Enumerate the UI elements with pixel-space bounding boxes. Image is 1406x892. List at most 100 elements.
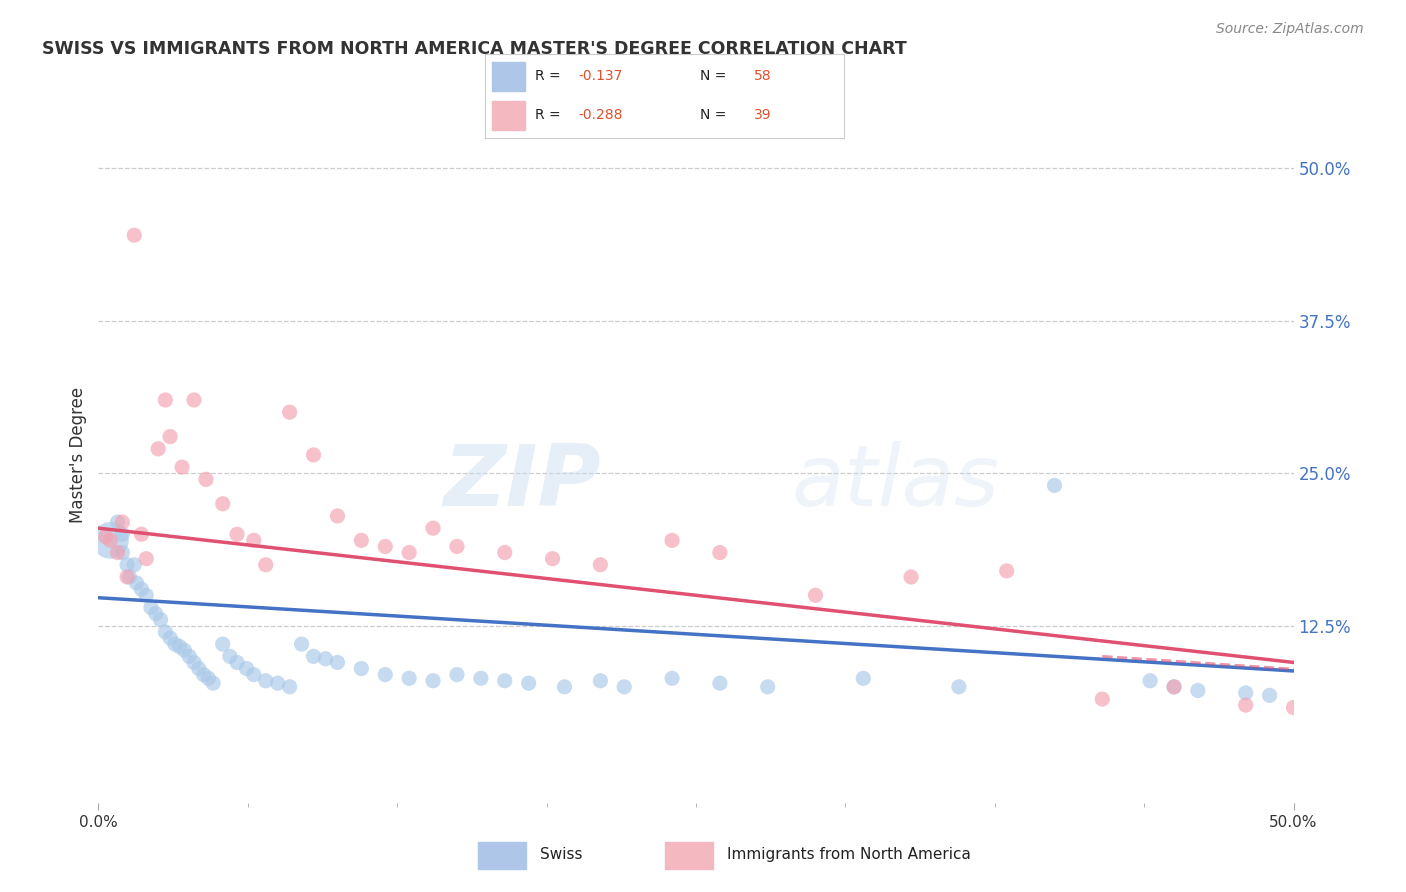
- Point: [159, 429, 181, 443]
- Point: [613, 680, 636, 694]
- Point: [446, 667, 468, 681]
- Point: [709, 545, 731, 559]
- Point: [243, 533, 266, 548]
- Point: [326, 508, 349, 523]
- Point: [211, 497, 233, 511]
- Point: [315, 652, 337, 666]
- Point: [1330, 704, 1353, 718]
- Point: [219, 649, 242, 664]
- Point: [124, 228, 146, 243]
- Point: [661, 533, 683, 548]
- Point: [804, 588, 827, 602]
- Point: [172, 460, 194, 475]
- Point: [254, 673, 277, 688]
- Point: [98, 533, 122, 548]
- Point: [98, 533, 122, 548]
- Point: [107, 515, 129, 529]
- Point: [1234, 698, 1257, 713]
- Point: [1043, 478, 1066, 492]
- Point: [226, 527, 249, 541]
- Text: -0.137: -0.137: [578, 70, 623, 83]
- Point: [541, 551, 564, 566]
- Text: -0.288: -0.288: [578, 109, 623, 122]
- Bar: [665, 842, 713, 869]
- Point: [194, 472, 218, 486]
- Point: [326, 656, 349, 670]
- Point: [302, 448, 325, 462]
- Point: [235, 661, 257, 675]
- Point: [709, 676, 731, 690]
- Point: [115, 570, 138, 584]
- Point: [145, 607, 167, 621]
- Bar: [478, 842, 526, 869]
- Text: 39: 39: [754, 109, 772, 122]
- Point: [131, 527, 153, 541]
- Point: [211, 637, 233, 651]
- Point: [111, 515, 134, 529]
- Point: [197, 671, 219, 685]
- Point: [243, 667, 266, 681]
- Y-axis label: Master's Degree: Master's Degree: [69, 387, 87, 523]
- Point: [155, 392, 177, 407]
- Text: atlas: atlas: [792, 442, 1000, 524]
- Point: [1282, 700, 1305, 714]
- Point: [183, 656, 205, 670]
- Point: [756, 680, 779, 694]
- Point: [131, 582, 153, 597]
- Point: [169, 640, 191, 654]
- Point: [278, 680, 301, 694]
- Point: [350, 661, 373, 675]
- Text: 58: 58: [754, 70, 772, 83]
- Point: [398, 545, 420, 559]
- Point: [422, 521, 444, 535]
- Point: [1258, 689, 1281, 703]
- Point: [852, 671, 875, 685]
- Point: [226, 656, 249, 670]
- Point: [148, 442, 170, 456]
- Point: [470, 671, 492, 685]
- Point: [173, 643, 195, 657]
- Bar: [492, 62, 524, 91]
- Point: [115, 558, 138, 572]
- Point: [661, 671, 683, 685]
- Point: [118, 570, 141, 584]
- Point: [900, 570, 922, 584]
- Point: [302, 649, 325, 664]
- Point: [159, 631, 181, 645]
- Point: [163, 637, 186, 651]
- Point: [125, 576, 148, 591]
- Point: [1187, 683, 1209, 698]
- Point: [183, 392, 205, 407]
- Point: [589, 673, 612, 688]
- Text: R =: R =: [536, 109, 565, 122]
- Point: [1163, 680, 1185, 694]
- Point: [948, 680, 970, 694]
- Point: [446, 540, 468, 554]
- Text: ZIP: ZIP: [443, 442, 600, 524]
- Point: [107, 545, 129, 559]
- Point: [374, 667, 396, 681]
- Text: SWISS VS IMMIGRANTS FROM NORTH AMERICA MASTER'S DEGREE CORRELATION CHART: SWISS VS IMMIGRANTS FROM NORTH AMERICA M…: [42, 40, 907, 58]
- Point: [135, 588, 157, 602]
- Point: [398, 671, 420, 685]
- Point: [291, 637, 314, 651]
- Point: [1091, 692, 1114, 706]
- Text: Swiss: Swiss: [540, 847, 583, 862]
- Text: Source: ZipAtlas.com: Source: ZipAtlas.com: [1216, 22, 1364, 37]
- Point: [422, 673, 444, 688]
- Point: [995, 564, 1018, 578]
- Point: [254, 558, 277, 572]
- Point: [135, 551, 157, 566]
- Point: [179, 649, 201, 664]
- Point: [193, 667, 215, 681]
- Point: [187, 661, 209, 675]
- Point: [111, 527, 134, 541]
- Bar: [492, 101, 524, 130]
- Text: R =: R =: [536, 70, 565, 83]
- Text: N =: N =: [700, 70, 731, 83]
- Point: [494, 673, 516, 688]
- Point: [589, 558, 612, 572]
- Text: N =: N =: [700, 109, 731, 122]
- Point: [94, 530, 117, 544]
- Point: [517, 676, 540, 690]
